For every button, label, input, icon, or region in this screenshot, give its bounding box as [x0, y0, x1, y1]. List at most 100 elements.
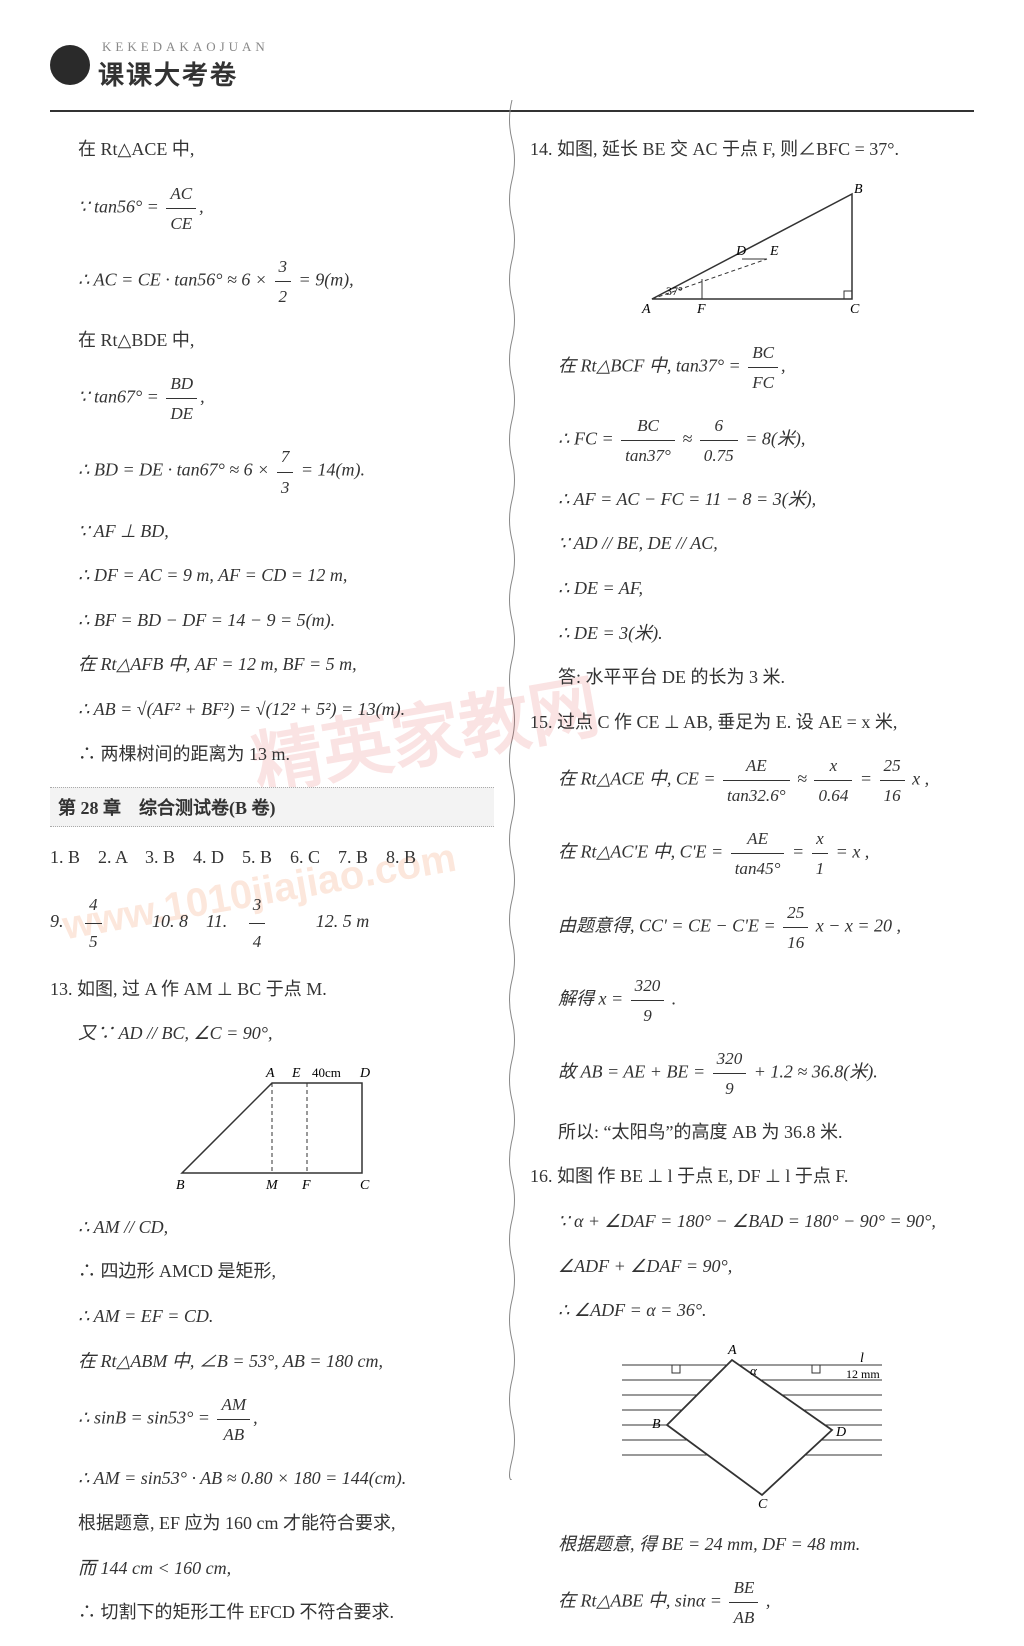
text-line: 又∵ AD // BC, ∠C = 90°, [50, 1018, 494, 1049]
answer-item: 12. 5 m [298, 911, 370, 931]
denominator: AB [729, 1603, 758, 1632]
numerator: 3 [275, 252, 292, 282]
formula-text: 在 Rt△AC'E 中, C'E = [558, 842, 723, 862]
denominator: 3 [277, 473, 294, 502]
text-line: 在 Rt△AC'E 中, C'E = AE tan45° = x 1 = x , [530, 824, 974, 883]
left-column: 在 Rt△ACE 中, ∵ tan56° = AC CE , ∴ AC = CE… [50, 120, 502, 1646]
svg-text:α: α [750, 1363, 758, 1378]
text-line: 在 Rt△BCF 中, tan37° = BC FC , [530, 338, 974, 397]
answer-item: 1. B 2. A 3. B 4. D 5. B 6. C 7. B 8. B [50, 847, 416, 867]
svg-text:C: C [758, 1497, 768, 1510]
formula-text: = 9(m), [299, 269, 354, 289]
text-line: ∴ DF = AC = 9 m, AF = CD = 12 m, [50, 560, 494, 591]
right-column: 14. 如图, 延长 BE 交 AC 于点 F, 则∠BFC = 37°. B … [522, 120, 974, 1646]
triangle-icon: B D E A 37° F C [622, 179, 882, 319]
svg-text:A: A [727, 1343, 737, 1358]
numerator: AE [723, 751, 790, 781]
svg-text:D: D [359, 1066, 370, 1081]
text-line: 在 Rt△ACE 中, [50, 134, 494, 165]
svg-text:40cm: 40cm [312, 1065, 341, 1080]
denominator: AB [217, 1420, 250, 1449]
formula-text: ∵ tan67° = [78, 387, 159, 407]
text-line: ∴ AM // CD, [50, 1212, 494, 1243]
fraction: BC FC [748, 338, 778, 397]
denominator: 9 [713, 1074, 747, 1103]
formula-text: x − x = 20 , [816, 915, 901, 935]
text-line: ∴ 切割下的矩形工件 EFCD 不符合要求. [50, 1597, 494, 1628]
numerator: 320 [631, 971, 665, 1001]
numerator: 7 [277, 442, 294, 472]
answer-item: 9. [50, 911, 68, 931]
logo-icon [50, 45, 90, 85]
formula-text: ∴ FC = [558, 428, 614, 448]
text-line: ∵ AD // BE, DE // AC, [530, 528, 974, 559]
brand-pinyin: KEKEDAKAOJUAN [102, 39, 269, 55]
fraction: AE tan32.6° [723, 751, 790, 810]
text-line: 故 AB = AE + BE = 320 9 + 1.2 ≈ 36.8(米). [530, 1044, 974, 1103]
svg-text:C: C [850, 302, 860, 317]
denominator: DE [166, 399, 197, 428]
text-line: 所以: “太阳鸟”的高度 AB 为 36.8 米. [530, 1117, 974, 1148]
svg-text:l: l [860, 1351, 864, 1366]
svg-text:E: E [291, 1066, 301, 1081]
fraction: 25 16 [783, 898, 808, 957]
text-line: ∴ DE = 3(米). [530, 618, 974, 649]
numerator: BE [729, 1573, 758, 1603]
text-line: ∴ AM = sin53° · AB ≈ 0.80 × 180 = 144(cm… [50, 1463, 494, 1494]
fraction: BD DE [166, 369, 197, 428]
formula-text: 解得 x = [558, 988, 628, 1008]
svg-text:D: D [835, 1425, 846, 1440]
fraction: 320 9 [713, 1044, 747, 1103]
text-line: 根据题意, EF 应为 160 cm 才能符合要求, [50, 1508, 494, 1539]
text-line: 16. 如图 作 BE ⊥ l 于点 E, DF ⊥ l 于点 F. [530, 1161, 974, 1192]
denominator: FC [748, 368, 778, 397]
text-line: 在 Rt△ABM 中, ∠B = 53°, AB = 180 cm, [50, 1346, 494, 1377]
fraction: 25 16 [880, 751, 905, 810]
denominator: CE [166, 209, 196, 238]
svg-text:F: F [696, 302, 706, 317]
numerator: 25 [783, 898, 808, 928]
rotated-square-icon: A α l 12 mm B D C [612, 1340, 892, 1510]
formula-text: ≈ [797, 769, 811, 789]
answer-item: 10. 8 11. [134, 911, 232, 931]
brand-title: 课课大考卷 [98, 55, 269, 92]
svg-text:D: D [735, 244, 746, 259]
brand-block: KEKEDAKAOJUAN 课课大考卷 [98, 39, 269, 92]
figure-trapezoid: A E 40cm D B M F C [50, 1063, 494, 1198]
text-line: ∴ 两棵树间的距离为 13 m. [50, 739, 494, 770]
denominator: 16 [880, 781, 905, 810]
fraction: AE tan45° [731, 824, 785, 883]
text-line: 在 Rt△AFB 中, AF = 12 m, BF = 5 m, [50, 649, 494, 680]
numerator: AM [217, 1390, 250, 1420]
text-line: ∴ BF = BD − DF = 14 − 9 = 5(m). [50, 605, 494, 636]
formula-text: = 14(m). [301, 460, 365, 480]
numerator: x [812, 824, 829, 854]
denominator: 2 [275, 282, 292, 311]
text-line: ∴ FC = BC tan37° ≈ 6 0.75 = 8(米), [530, 411, 974, 470]
text-line: 14. 如图, 延长 BE 交 AC 于点 F, 则∠BFC = 37°. [530, 134, 974, 165]
page-header: KEKEDAKAOJUAN 课课大考卷 [50, 30, 974, 100]
fraction: x 0.64 [814, 751, 852, 810]
svg-text:F: F [301, 1178, 311, 1193]
formula-text: 在 Rt△BCF 中, tan37° = [558, 355, 741, 375]
formula-text: , [766, 1591, 771, 1611]
svg-text:B: B [652, 1417, 661, 1432]
denominator: 0.75 [700, 441, 738, 470]
text-line: ∴ DE = AF, [530, 573, 974, 604]
denominator: 0.64 [814, 781, 852, 810]
fraction: AM AB [217, 1390, 250, 1449]
formula-text: ∴ sinB = sin53° = [78, 1408, 210, 1428]
numerator: 6 [700, 411, 738, 441]
fraction: 7 3 [277, 442, 294, 501]
numerator: BC [748, 338, 778, 368]
text-line: 由题意得, CC' = CE − C'E = 25 16 x − x = 20 … [530, 898, 974, 957]
numerator: 3 [249, 887, 266, 924]
text-line: 在 Rt△ABE 中, sinα = BE AB , [530, 1573, 974, 1632]
text-line: ∴ BD = DE · tan67° ≈ 6 × 7 3 = 14(m). [50, 442, 494, 501]
svg-text:E: E [769, 244, 779, 259]
header-rule [50, 110, 974, 112]
fraction: x 1 [812, 824, 829, 883]
formula-text: = [860, 769, 877, 789]
fraction: 3 4 [249, 887, 280, 960]
text-line: ∴ AF = AC − FC = 11 − 8 = 3(米), [530, 484, 974, 515]
